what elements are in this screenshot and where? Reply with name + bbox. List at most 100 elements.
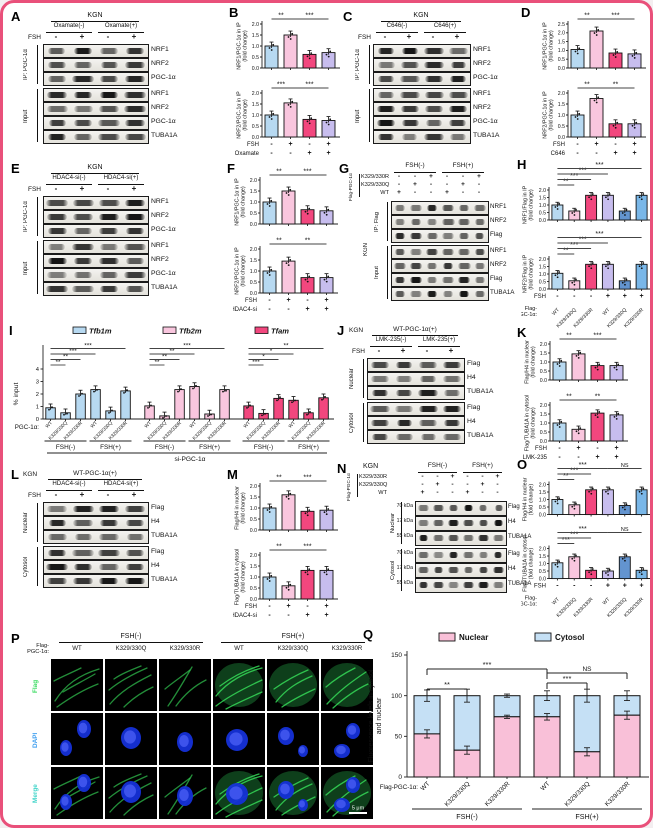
chart-top: 0.0 0.5 1.0 1.5 2.0 ** *** *** *** NRF1/Flag in I…: [521, 159, 650, 231]
panel-letter-J: J: [337, 323, 345, 338]
svg-text:***: ***: [563, 674, 572, 683]
rule-line: [98, 490, 144, 492]
variant-value: -: [451, 480, 454, 488]
rule-line: [394, 172, 436, 174]
variant-label: WT: [378, 489, 387, 496]
bar-chart-D2: 0.0 0.5 1.0 1.5 2.0 ** ** FSH - + - + C646 - - + + NRF2/P…: [543, 82, 646, 157]
if-cell: [213, 713, 265, 765]
svg-text:***: ***: [277, 82, 285, 89]
svg-text:WT: WT: [287, 420, 297, 430]
rule-line: [48, 479, 142, 481]
svg-text:2.0: 2.0: [540, 403, 547, 409]
svg-text:**: **: [276, 238, 282, 245]
kda-label: 17 kDa: [396, 518, 413, 524]
fsh-value: -: [425, 345, 429, 355]
cell-line-label: KGN: [87, 12, 103, 19]
chart-top: 0.0 0.5 1.0 1.5 2.0 ** *** NRF1/PGC-1α in IP(fo…: [233, 163, 339, 235]
svg-text:FSH(+): FSH(+): [199, 444, 220, 451]
svg-text:NRF1/PGC-1α in IP(fold change): NRF1/PGC-1α in IP(fold change): [543, 22, 555, 70]
fsh-value: -: [54, 31, 58, 41]
blot-band-row: [373, 58, 471, 72]
protein-label: Flag: [151, 504, 165, 511]
svg-text:PGC-1α:: PGC-1α:: [521, 312, 537, 318]
svg-text:-: -: [576, 141, 579, 148]
blot-band-row: [373, 116, 471, 130]
svg-text:0.5: 0.5: [252, 124, 259, 130]
svg-text:+: +: [324, 306, 328, 313]
svg-text:+: +: [326, 150, 330, 157]
panel-letter-D: D: [521, 5, 531, 20]
panel-G: G FSH(-) FSH(+) K329/330R - - + - - + K329/330Q - + -…: [339, 161, 519, 323]
svg-text:*: *: [262, 353, 265, 360]
svg-text:***: ***: [570, 468, 578, 475]
bar-chart-H2: 0.00.51.01.52.0***********FSH - - - + + +WTK32…: [516, 231, 650, 329]
svg-text:+: +: [606, 293, 610, 300]
panel-letter-K: K: [517, 325, 527, 340]
section-label: IP: PGC-1α: [23, 201, 29, 233]
rule-line: [37, 241, 39, 294]
variant-value: -: [429, 188, 433, 196]
svg-text:0.5: 0.5: [539, 568, 546, 574]
fsh-group-label: FSH(-): [427, 462, 448, 469]
svg-text:+: +: [305, 306, 309, 313]
svg-text:0.0: 0.0: [539, 576, 546, 582]
svg-text:0.0: 0.0: [539, 218, 546, 224]
svg-text:2.0: 2.0: [252, 91, 259, 97]
svg-text:2.0: 2.0: [250, 247, 257, 253]
if-cell: [51, 767, 103, 819]
svg-text:0.5: 0.5: [539, 279, 546, 285]
if-grid: FSH(-) FSH(+) Flag- PGC-1α: WT K329/330Q K329/…: [25, 633, 373, 825]
kda-label: 17 kDa: [396, 565, 413, 571]
svg-text:+: +: [324, 297, 328, 304]
svg-text:Fluorescence levels in cytosol: Fluorescence levels in cytosoland nuclea…: [368, 669, 383, 762]
svg-text:***: ***: [252, 359, 260, 366]
construct-label: WT-PGC-1α(+): [393, 326, 437, 333]
blot-band-row: [391, 287, 489, 301]
svg-text:NRF2/PGC-1α in IP(fold change): NRF2/PGC-1α in IP(fold change): [543, 91, 555, 139]
svg-text:1.0: 1.0: [250, 575, 257, 581]
group-label: HDAC4-si(-): [52, 480, 86, 487]
panel-B: B 0.0 0.5 1.0 1.5 2.0 ** *** NRF1/PGC-1α in IP(f…: [229, 5, 343, 161]
svg-text:WT: WT: [602, 596, 612, 606]
svg-text:+: +: [326, 141, 330, 148]
if-image: [51, 767, 103, 819]
svg-text:***: ***: [611, 13, 619, 20]
variant-label: K329/330R: [359, 473, 387, 480]
blot-band-row: [373, 102, 471, 116]
svg-text:Tfb1m: Tfb1m: [89, 327, 112, 336]
chart-bottom: 0.0 0.5 1.0 1.5 2.0 *** *** FSH - + - + Oxamate - - + + N…: [235, 76, 341, 170]
chart-top: 0.0 0.5 1.0 1.5 2.0 ** *** *** NS Flag/H4 in nucl…: [521, 459, 650, 526]
blot-band-row: [391, 215, 489, 229]
panel-E: E KGN HDAC4-si(-) HDAC4-si(+) FSH - + - + IP: PGC…: [11, 161, 229, 323]
if-row-label: Flag: [32, 679, 39, 693]
svg-text:FSH: FSH: [535, 446, 547, 452]
svg-text:-: -: [270, 141, 273, 148]
protein-label: H4: [467, 374, 476, 381]
svg-text:2.0: 2.0: [539, 257, 546, 263]
variant-value: -: [429, 180, 433, 188]
group-label: LMK-235(+): [422, 336, 456, 343]
svg-text:-: -: [558, 445, 561, 452]
variant-value: -: [397, 172, 401, 180]
protein-label: TUBA1A: [151, 132, 178, 139]
svg-text:***: ***: [69, 348, 77, 355]
protein-label: Flag: [508, 503, 520, 510]
protein-label: NRF2: [151, 60, 169, 67]
variant-value: -: [445, 180, 449, 188]
panel-K: K 0.0 0.5 1.0 1.5 2.0 ** *** Flag/H4 in nuclear(…: [517, 325, 650, 465]
svg-text:**: **: [283, 342, 289, 349]
svg-text:0.5: 0.5: [250, 211, 257, 217]
kda-label: 55 kDa: [396, 533, 413, 539]
panel-M: M 0.0 0.5 1.0 1.5 2.0 ** *** Flag/H4 in nuclear(…: [227, 467, 341, 627]
if-image: [321, 713, 373, 765]
svg-text:1.5: 1.5: [540, 351, 547, 357]
variant-value: +: [435, 480, 440, 488]
svg-text:1.0: 1.0: [558, 113, 565, 119]
svg-text:1.0: 1.0: [540, 421, 547, 427]
protein-label: PGC-1α: [473, 74, 498, 81]
panel-letter-N: N: [337, 461, 347, 476]
rule-line: [369, 45, 371, 84]
svg-text:**: **: [563, 473, 569, 480]
svg-text:FSH(+): FSH(+): [575, 812, 598, 821]
